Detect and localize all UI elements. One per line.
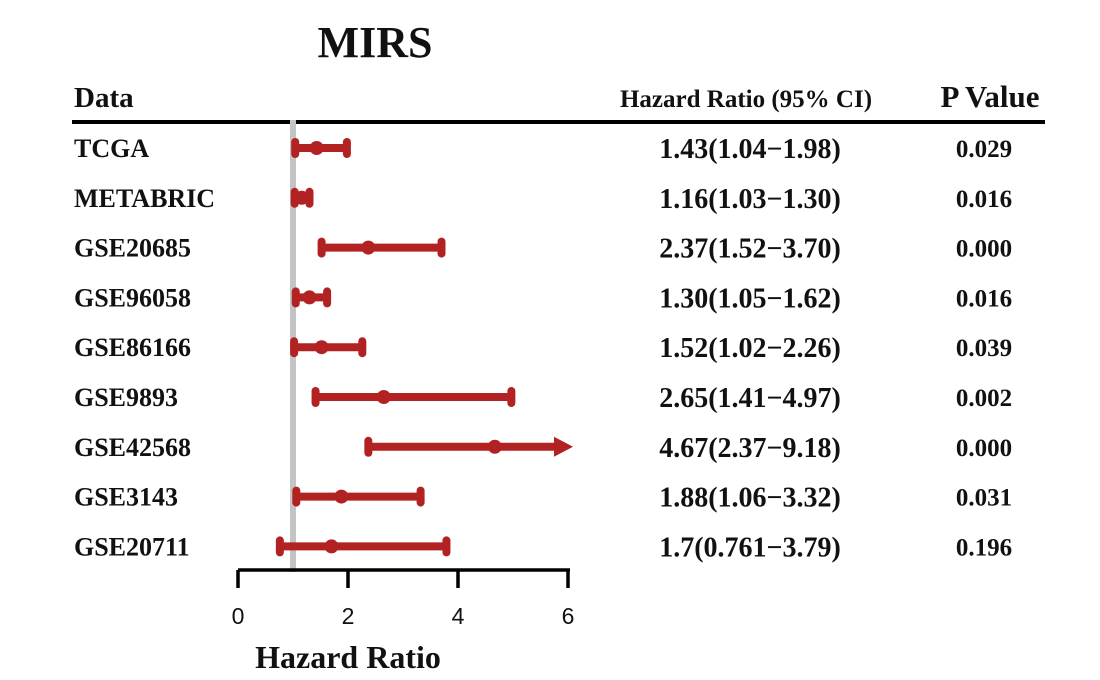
x-axis-ticks: 0 2 4 6 — [232, 570, 575, 629]
row-label: METABRIC — [74, 184, 215, 213]
row-p-value: 0.196 — [956, 534, 1012, 561]
forest-rows: TCGA 1.43(1.04−1.98) 0.029 METABRIC 1.16(1.0… — [74, 134, 1012, 563]
row-hazard-ratio: 1.7(0.761−3.79) — [659, 532, 841, 563]
row-p-value: 0.029 — [956, 136, 1012, 163]
x-tick-label: 6 — [562, 603, 575, 629]
row-label: GSE86166 — [74, 333, 191, 362]
x-axis-label: Hazard Ratio — [255, 639, 441, 675]
row-hazard-ratio: 1.30(1.05−1.62) — [659, 283, 841, 314]
x-tick-label: 4 — [452, 603, 465, 629]
row-label: GSE96058 — [74, 283, 191, 312]
hr-point — [314, 340, 329, 355]
hr-point — [334, 489, 349, 504]
forest-row: GSE42568 4.67(2.37−9.18) 0.000 — [74, 433, 1012, 464]
forest-row: GSE9893 2.65(1.41−4.97) 0.002 — [74, 383, 1012, 414]
hr-point — [324, 539, 339, 554]
hr-point — [376, 390, 391, 404]
header-data: Data — [74, 82, 134, 114]
row-p-value: 0.000 — [956, 435, 1012, 462]
row-p-value: 0.031 — [956, 485, 1012, 512]
chart-title: MIRS — [318, 18, 433, 67]
row-label: TCGA — [74, 134, 149, 163]
row-p-value: 0.002 — [956, 385, 1012, 412]
row-p-value: 0.016 — [956, 186, 1012, 213]
row-hazard-ratio: 2.37(1.52−3.70) — [659, 234, 841, 265]
row-p-value: 0.039 — [956, 335, 1012, 362]
row-hazard-ratio: 1.16(1.03−1.30) — [659, 184, 841, 215]
hr-point — [361, 240, 376, 255]
row-label: GSE20711 — [74, 532, 190, 561]
forest-row: METABRIC 1.16(1.03−1.30) 0.016 — [74, 184, 1012, 215]
ci-arrow — [554, 436, 573, 457]
row-hazard-ratio: 2.65(1.41−4.97) — [659, 383, 841, 414]
x-tick-label: 2 — [342, 603, 355, 629]
row-label: GSE9893 — [74, 383, 178, 412]
forest-row: GSE20685 2.37(1.52−3.70) 0.000 — [74, 234, 1012, 265]
row-label: GSE20685 — [74, 234, 191, 263]
hr-point — [487, 439, 502, 454]
row-hazard-ratio: 1.43(1.04−1.98) — [659, 134, 841, 165]
hr-point — [294, 190, 309, 205]
hr-point — [309, 141, 324, 155]
row-hazard-ratio: 4.67(2.37−9.18) — [659, 433, 841, 464]
forest-row: TCGA 1.43(1.04−1.98) 0.029 — [74, 134, 1012, 165]
forest-row: GSE20711 1.7(0.761−3.79) 0.196 — [74, 532, 1012, 563]
row-label: GSE42568 — [74, 433, 191, 462]
row-hazard-ratio: 1.88(1.06−3.32) — [659, 483, 841, 514]
forest-row: GSE96058 1.30(1.05−1.62) 0.016 — [74, 283, 1012, 314]
row-hazard-ratio: 1.52(1.02−2.26) — [659, 333, 841, 364]
header-p-value: P Value — [940, 79, 1039, 114]
row-p-value: 0.000 — [956, 236, 1012, 263]
row-p-value: 0.016 — [956, 285, 1012, 312]
hr-point — [302, 290, 317, 305]
row-label: GSE3143 — [74, 483, 178, 512]
forest-row: GSE3143 1.88(1.06−3.32) 0.031 — [74, 483, 1012, 514]
x-tick-label: 0 — [232, 603, 245, 629]
header-hazard-ratio: Hazard Ratio (95% CI) — [620, 86, 872, 113]
forest-row: GSE86166 1.52(1.02−2.26) 0.039 — [74, 333, 1012, 364]
